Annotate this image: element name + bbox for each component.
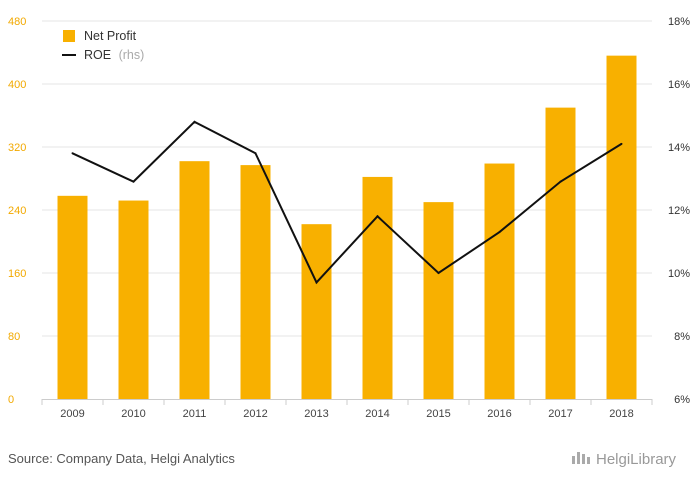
y-right-tick-label: 14% bbox=[668, 142, 690, 154]
bar-net-profit bbox=[118, 200, 149, 399]
y-left-tick-label: 400 bbox=[8, 79, 26, 91]
legend-label-net-profit: Net Profit bbox=[84, 29, 137, 43]
point-roe bbox=[559, 180, 562, 183]
point-roe bbox=[193, 120, 196, 123]
bar-series-net-profit bbox=[57, 55, 637, 400]
y-left-tick-label: 160 bbox=[8, 268, 26, 280]
bar-net-profit bbox=[179, 161, 210, 399]
bar-net-profit bbox=[362, 176, 393, 399]
x-tick-label: 2010 bbox=[121, 408, 145, 420]
y-left-tick-label: 240 bbox=[8, 205, 26, 217]
y-left-tick-label: 0 bbox=[8, 394, 14, 406]
bar-net-profit bbox=[606, 55, 637, 400]
y-right-tick-label: 6% bbox=[674, 394, 690, 406]
bar-net-profit bbox=[484, 163, 515, 399]
y-left-tick-label: 80 bbox=[8, 331, 20, 343]
y-right-tick-label: 12% bbox=[668, 205, 690, 217]
point-roe bbox=[620, 142, 623, 145]
y-left-tick-label: 320 bbox=[8, 142, 26, 154]
svg-text:ROE (rhs): ROE (rhs) bbox=[84, 48, 144, 62]
x-tick-label: 2015 bbox=[426, 408, 450, 420]
y-right-tick-label: 8% bbox=[674, 331, 690, 343]
line-series-roe bbox=[71, 120, 623, 285]
x-tick-label: 2011 bbox=[183, 408, 207, 420]
bar-net-profit bbox=[545, 107, 576, 399]
legend-label-roe-suffix: (rhs) bbox=[119, 48, 145, 62]
brand-name: HelgiLibrary bbox=[596, 451, 677, 468]
x-tick-label: 2012 bbox=[243, 408, 267, 420]
bar-net-profit bbox=[423, 202, 454, 399]
y-right-tick-label: 10% bbox=[668, 268, 690, 280]
point-roe bbox=[315, 281, 318, 284]
x-tick-label: 2018 bbox=[609, 408, 633, 420]
bar-net-profit bbox=[57, 195, 88, 399]
x-tick-label: 2014 bbox=[365, 408, 389, 420]
helgi-library-logo: HelgiLibrary bbox=[572, 451, 677, 468]
point-roe bbox=[498, 231, 501, 234]
x-tick-label: 2016 bbox=[487, 408, 511, 420]
point-roe bbox=[437, 272, 440, 274]
x-tick-label: 2013 bbox=[304, 408, 328, 420]
point-roe bbox=[376, 215, 379, 218]
x-tick-label: 2017 bbox=[548, 408, 572, 420]
bar-net-profit bbox=[301, 224, 332, 399]
legend-label-roe: ROE bbox=[84, 48, 111, 62]
x-tick-label: 2009 bbox=[60, 408, 84, 420]
y-right-tick-label: 18% bbox=[668, 16, 690, 28]
legend-swatch-net-profit bbox=[63, 30, 75, 42]
y-right-tick-label: 16% bbox=[668, 79, 690, 91]
legend: Net Profit ROE (rhs) bbox=[62, 29, 144, 62]
point-roe bbox=[71, 152, 74, 155]
axes: 0 6% 80 8% 160 10% 240 12% 320 14% 400 16% 480 18% 200… bbox=[8, 16, 690, 420]
y-left-tick-label: 480 bbox=[8, 16, 26, 28]
point-roe bbox=[132, 180, 135, 183]
source-note: Source: Company Data, Helgi Analytics bbox=[8, 451, 235, 466]
line-roe bbox=[72, 120, 623, 285]
point-roe bbox=[254, 152, 257, 155]
bar-net-profit bbox=[240, 165, 271, 399]
